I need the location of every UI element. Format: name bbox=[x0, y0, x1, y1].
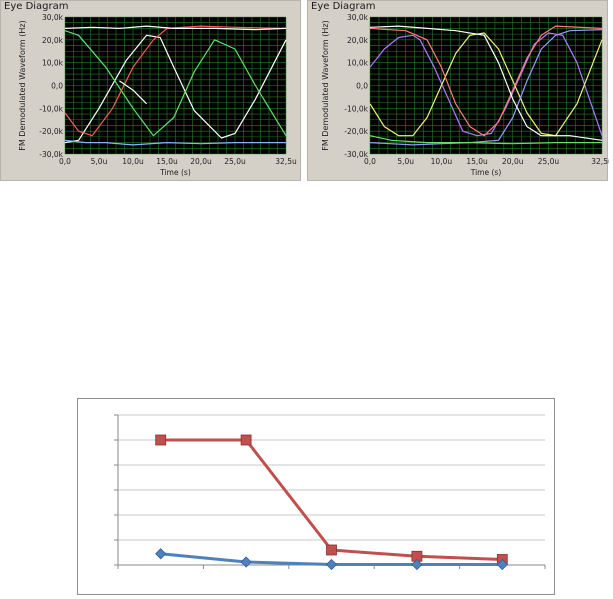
data-point-square bbox=[241, 435, 251, 445]
data-point-square bbox=[327, 545, 337, 555]
y-tick-label: 0,0 bbox=[356, 82, 368, 91]
y-tick-label: 30,0k bbox=[347, 13, 369, 22]
x-tick-label: 0,0 bbox=[364, 157, 376, 166]
y-axis-title: FM Demodulated Waveform (Hz) bbox=[18, 20, 27, 150]
y-tick-label: 20,0k bbox=[42, 36, 64, 45]
line-chart bbox=[78, 399, 554, 594]
x-tick-label: 5,0u bbox=[397, 157, 414, 166]
x-tick-label: 10,0u bbox=[431, 157, 453, 166]
line-chart-box bbox=[77, 398, 555, 595]
x-tick-label: 15,0u bbox=[466, 157, 488, 166]
x-axis-title: Time (s) bbox=[159, 168, 191, 177]
x-tick-label: 32,5u bbox=[591, 157, 609, 166]
x-tick-label: 10,0u bbox=[122, 157, 144, 166]
y-tick-label: 20,0k bbox=[347, 36, 369, 45]
x-tick-label: 5,0u bbox=[91, 157, 108, 166]
data-point-square bbox=[156, 435, 166, 445]
y-tick-label: -20,0k bbox=[39, 127, 63, 136]
y-axis-title: FM Demodulated Waveform (Hz) bbox=[321, 20, 330, 150]
x-axis-title: Time (s) bbox=[470, 168, 502, 177]
x-tick-label: 25,0u bbox=[224, 157, 246, 166]
y-tick-label: 0,0 bbox=[51, 82, 63, 91]
eye-diagram-panel-right: Eye Diagram 30,0k 20,0k 10,0k 0,0 -10,0k -20,… bbox=[307, 0, 608, 181]
y-tick-label: 10,0k bbox=[42, 59, 64, 68]
y-tick-label: 10,0k bbox=[347, 59, 369, 68]
y-tick-label: -20,0k bbox=[344, 127, 368, 136]
x-tick-label: 20,0u bbox=[502, 157, 524, 166]
y-tick-label: -10,0k bbox=[39, 104, 63, 113]
data-point-diamond bbox=[327, 560, 337, 570]
x-tick-label: 15,0u bbox=[156, 157, 178, 166]
data-point-diamond bbox=[156, 549, 166, 559]
series-line bbox=[161, 440, 503, 560]
x-tick-label: 25,0u bbox=[538, 157, 560, 166]
eye-diagram-panel-left: Eye Diagram 30,0k 20,0k 10,0k 0,0 -10,0k -20,… bbox=[0, 0, 301, 181]
x-tick-label: 20,0u bbox=[190, 157, 212, 166]
x-tick-label: 0,0 bbox=[59, 157, 71, 166]
x-tick-label: 32,5u bbox=[275, 157, 297, 166]
y-tick-label: -10,0k bbox=[344, 104, 368, 113]
y-tick-label: 30,0k bbox=[42, 13, 64, 22]
